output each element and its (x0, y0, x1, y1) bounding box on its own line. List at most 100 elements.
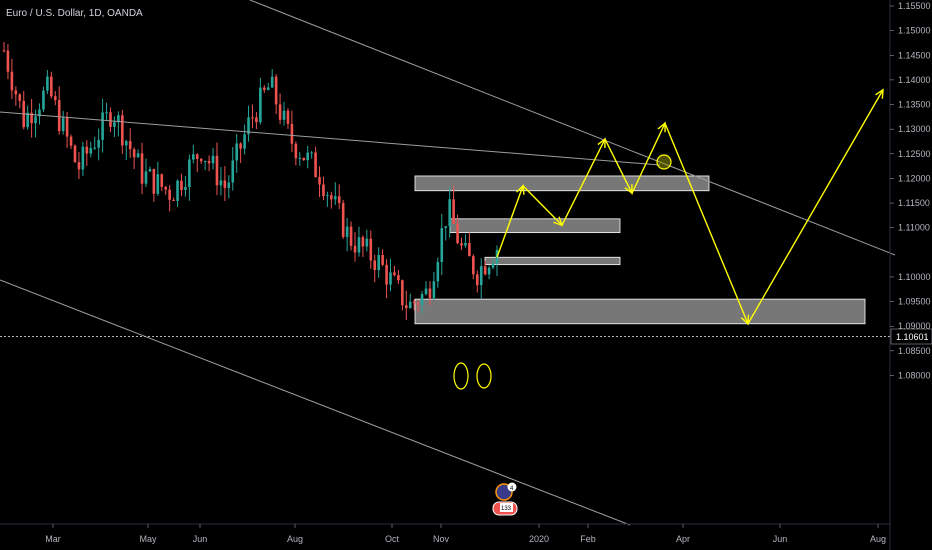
candle-body (160, 174, 164, 187)
candle-body (255, 117, 258, 123)
candle-body (203, 160, 207, 162)
event-badge-label: 133 (501, 506, 512, 512)
candle-body (215, 155, 219, 186)
trendline-lower[interactable] (0, 279, 631, 526)
candle-body (326, 195, 329, 197)
projection-arrowhead (553, 216, 564, 227)
candle-body (247, 117, 250, 135)
event-badge-count: 4 (510, 486, 514, 492)
candle-body (207, 160, 211, 164)
price-tick-label: 1.15500 (898, 1, 931, 11)
candle-body (377, 254, 380, 271)
candle-body (452, 199, 455, 224)
candle-body (105, 112, 108, 114)
candle-body (408, 301, 412, 309)
event-badge-earnings[interactable]: 133 (492, 501, 518, 516)
bottom-highlight-1 (453, 362, 469, 390)
trendline-upper-long[interactable] (0, 111, 661, 166)
candle-body (432, 281, 436, 299)
candle-body (444, 226, 448, 229)
candle-body (180, 180, 183, 190)
time-tick-label: Jun (193, 534, 208, 544)
time-tick-label: May (139, 534, 157, 544)
candle-body (85, 146, 89, 154)
event-badge-count-circle (507, 482, 517, 492)
candle-body (475, 274, 479, 286)
candle-body (483, 266, 487, 275)
candle-body (34, 116, 37, 124)
candle-body (263, 87, 266, 90)
price-axis[interactable]: 1.15500 1.15000 1.14500 1.14000 1.13500 1.130… (890, 1, 931, 381)
candle-body (124, 141, 128, 146)
candle-body (184, 187, 187, 190)
time-tick-label: 2020 (529, 534, 549, 544)
projection-layer (453, 88, 884, 390)
price-tick-label: 1.12500 (898, 149, 931, 159)
candle-body (109, 112, 112, 127)
candle-body (290, 123, 294, 144)
candle-body (487, 267, 491, 275)
trendline-touch-highlight (656, 154, 672, 170)
zone-supply-upper[interactable] (414, 175, 710, 192)
candle-body (460, 243, 463, 246)
candle-body (73, 145, 77, 163)
candle-body (235, 143, 238, 161)
candle-body (231, 160, 235, 183)
candle-body (121, 115, 124, 146)
candle-body (259, 87, 262, 123)
candle-body (294, 143, 298, 159)
candle-body (65, 117, 69, 137)
candle-body (69, 136, 73, 146)
candle-body (349, 226, 353, 246)
zone-supply-mid[interactable] (449, 218, 621, 234)
candle-body (188, 159, 191, 188)
candle-body (2, 50, 6, 52)
price-tick-label: 1.11000 (898, 223, 930, 233)
candle-body (38, 109, 41, 117)
candle-body (318, 177, 321, 185)
candle-body (270, 76, 274, 88)
candle-body (42, 90, 45, 110)
trendline-upper[interactable] (249, 0, 896, 256)
candle-body (14, 90, 18, 95)
candle-body (385, 264, 388, 285)
zone-demand-small[interactable] (484, 256, 621, 266)
candle-body (243, 134, 246, 149)
candle-body (314, 152, 317, 178)
candle-body (298, 157, 302, 159)
candle-body (456, 223, 459, 244)
zone-demand-lower[interactable] (414, 298, 866, 325)
candle-body (345, 226, 349, 237)
projection-arrowhead (516, 184, 525, 195)
candle-body (282, 110, 286, 120)
time-axis[interactable]: Mar May Jun Aug Oct Nov 2020 Feb Apr Jun Aug (45, 524, 886, 544)
candle-body (97, 139, 100, 148)
candle-body (412, 301, 416, 304)
candle-body (18, 94, 22, 101)
candle-body (428, 288, 432, 299)
candle-body (57, 100, 61, 132)
projection-path[interactable] (496, 89, 884, 326)
candle-body (440, 228, 444, 263)
price-tick-label: 1.13000 (898, 124, 931, 134)
candle-body (330, 195, 333, 200)
candle-body (132, 149, 136, 158)
candle-body (93, 147, 97, 149)
price-tick-label: 1.15000 (898, 26, 931, 36)
price-tick-label: 1.09000 (898, 321, 931, 331)
candle-body (156, 174, 160, 194)
candle-body (46, 76, 49, 91)
candle-body (195, 154, 199, 159)
event-badge-dividends[interactable]: 4 (495, 482, 517, 501)
time-tick-label: Apr (676, 534, 690, 544)
candle-body (172, 199, 175, 201)
current-price-label: 1.10601 (896, 332, 929, 342)
trendline-layer (0, 0, 896, 526)
chart-title: Euro / U.S. Dollar, 1D, OANDA (6, 8, 143, 19)
candle-body (168, 189, 171, 200)
candle-body (479, 266, 483, 286)
candle-body (152, 168, 156, 194)
candle-body (266, 87, 270, 90)
